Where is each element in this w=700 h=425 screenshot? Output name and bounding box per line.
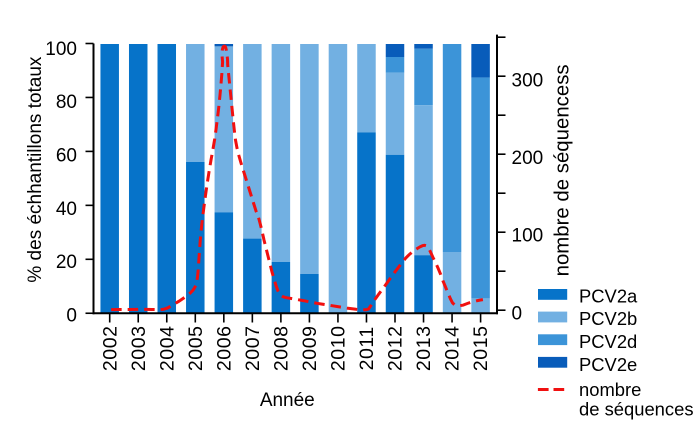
svg-text:nombre de séquencess: nombre de séquencess xyxy=(552,64,574,276)
svg-text:2009: 2009 xyxy=(299,326,321,372)
svg-text:100: 100 xyxy=(45,39,77,60)
svg-text:2007: 2007 xyxy=(242,326,264,372)
svg-text:300: 300 xyxy=(512,71,544,92)
svg-text:40: 40 xyxy=(56,199,77,220)
svg-text:2015: 2015 xyxy=(470,326,492,372)
svg-text:de séquences: de séquences xyxy=(579,398,694,419)
svg-text:2012: 2012 xyxy=(385,326,407,372)
svg-text:2010: 2010 xyxy=(328,326,350,372)
svg-text:2008: 2008 xyxy=(270,326,292,372)
svg-text:60: 60 xyxy=(56,145,77,166)
svg-text:Année: Année xyxy=(260,390,315,411)
svg-text:2013: 2013 xyxy=(413,326,435,372)
svg-text:2011: 2011 xyxy=(356,326,378,370)
svg-text:100: 100 xyxy=(512,226,544,247)
svg-text:2004: 2004 xyxy=(156,326,178,372)
svg-text:PCV2d: PCV2d xyxy=(579,331,637,352)
svg-text:% des échhantillons totaux: % des échhantillons totaux xyxy=(25,56,46,283)
svg-text:2014: 2014 xyxy=(442,326,464,372)
svg-text:200: 200 xyxy=(512,148,544,169)
svg-text:80: 80 xyxy=(56,92,77,113)
svg-text:2003: 2003 xyxy=(128,326,150,372)
svg-text:nombre: nombre xyxy=(579,379,641,400)
svg-text:PCV2e: PCV2e xyxy=(579,354,637,375)
svg-text:2002: 2002 xyxy=(99,326,121,372)
svg-text:2006: 2006 xyxy=(213,326,235,372)
svg-text:2005: 2005 xyxy=(185,326,207,372)
svg-text:0: 0 xyxy=(66,306,77,327)
svg-text:PCV2b: PCV2b xyxy=(579,308,637,329)
svg-text:PCV2a: PCV2a xyxy=(579,285,638,306)
svg-text:0: 0 xyxy=(512,303,523,324)
svg-text:20: 20 xyxy=(56,252,77,273)
